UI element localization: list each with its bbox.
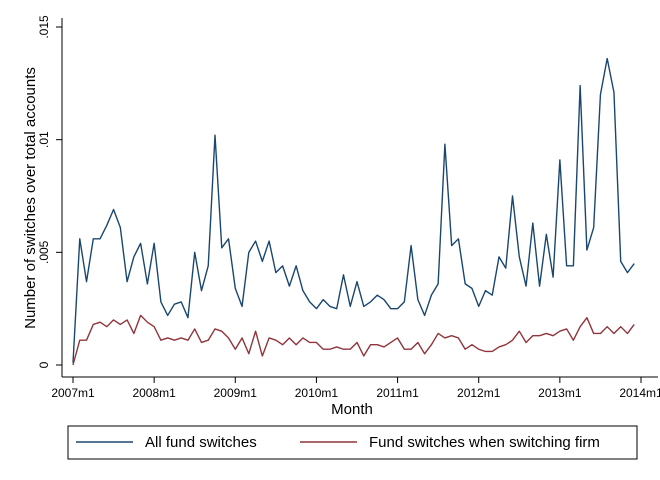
series-line-1 xyxy=(72,314,635,366)
plot-lines xyxy=(72,57,635,366)
series-line-0 xyxy=(72,57,635,363)
x-ticks: 2007m1 2008m1 2009m1 2010m1 2011m1 2012m1 2013… xyxy=(51,377,660,400)
x-tick-label: 2009m1 xyxy=(214,386,258,400)
x-tick-label: 2008m1 xyxy=(132,386,176,400)
legend: All fund switches Fund switches when swi… xyxy=(67,425,638,460)
y-axis-title: Number of switches over total accounts xyxy=(22,67,39,329)
y-ticks: 0 .005 .01 .015 xyxy=(37,15,62,368)
x-tick-label: 2007m1 xyxy=(51,386,95,400)
y-tick-label: .01 xyxy=(37,131,51,148)
legend-label-fund-switches-when-switching-firm: Fund switches when switching firm xyxy=(369,434,600,451)
y-tick-label: .015 xyxy=(37,15,51,39)
x-tick-label: 2012m1 xyxy=(457,386,501,400)
y-tick-label: 0 xyxy=(37,361,51,368)
legend-label-all-fund-switches: All fund switches xyxy=(145,434,257,451)
x-tick-label: 2010m1 xyxy=(295,386,339,400)
x-axis-title: Month xyxy=(331,401,373,418)
x-tick-label: 2013m1 xyxy=(538,386,582,400)
x-tick-label: 2014m1 xyxy=(619,386,660,400)
x-tick-label: 2011m1 xyxy=(376,386,419,400)
y-tick-label: .005 xyxy=(37,240,51,264)
